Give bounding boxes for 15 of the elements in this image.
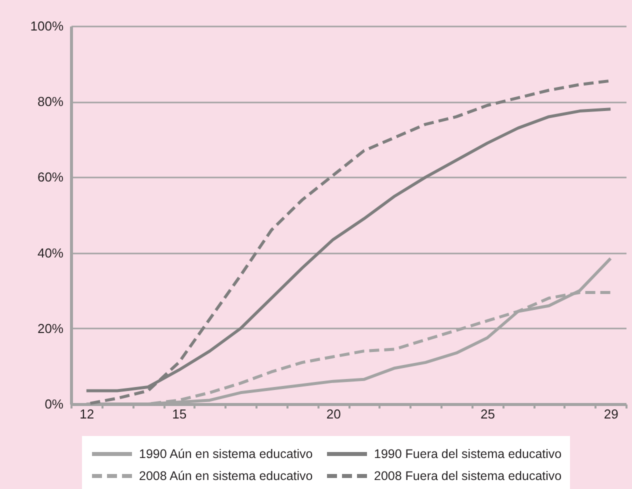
y-tick-label: 40%: [37, 245, 64, 260]
y-tick-label: 80%: [37, 94, 64, 110]
legend-label: 2008 Aún en sistema educativo: [139, 469, 313, 483]
legend-label: 2008 Fuera del sistema educativo: [374, 469, 562, 483]
x-tick-label: 15: [172, 406, 187, 422]
legend-label: 1990 Fuera del sistema educativo: [374, 447, 562, 461]
y-tick-label: 0%: [44, 396, 64, 412]
x-tick-label: 29: [604, 406, 618, 422]
x-tick-label: 25: [480, 406, 495, 422]
y-tick-label: 100%: [30, 18, 64, 34]
y-tick-label: 60%: [37, 170, 64, 185]
x-tick-label: 20: [326, 406, 341, 422]
x-tick-label: 12: [80, 406, 94, 422]
legend-label: 1990 Aún en sistema educativo: [139, 447, 313, 461]
y-tick-label: 20%: [37, 320, 64, 336]
